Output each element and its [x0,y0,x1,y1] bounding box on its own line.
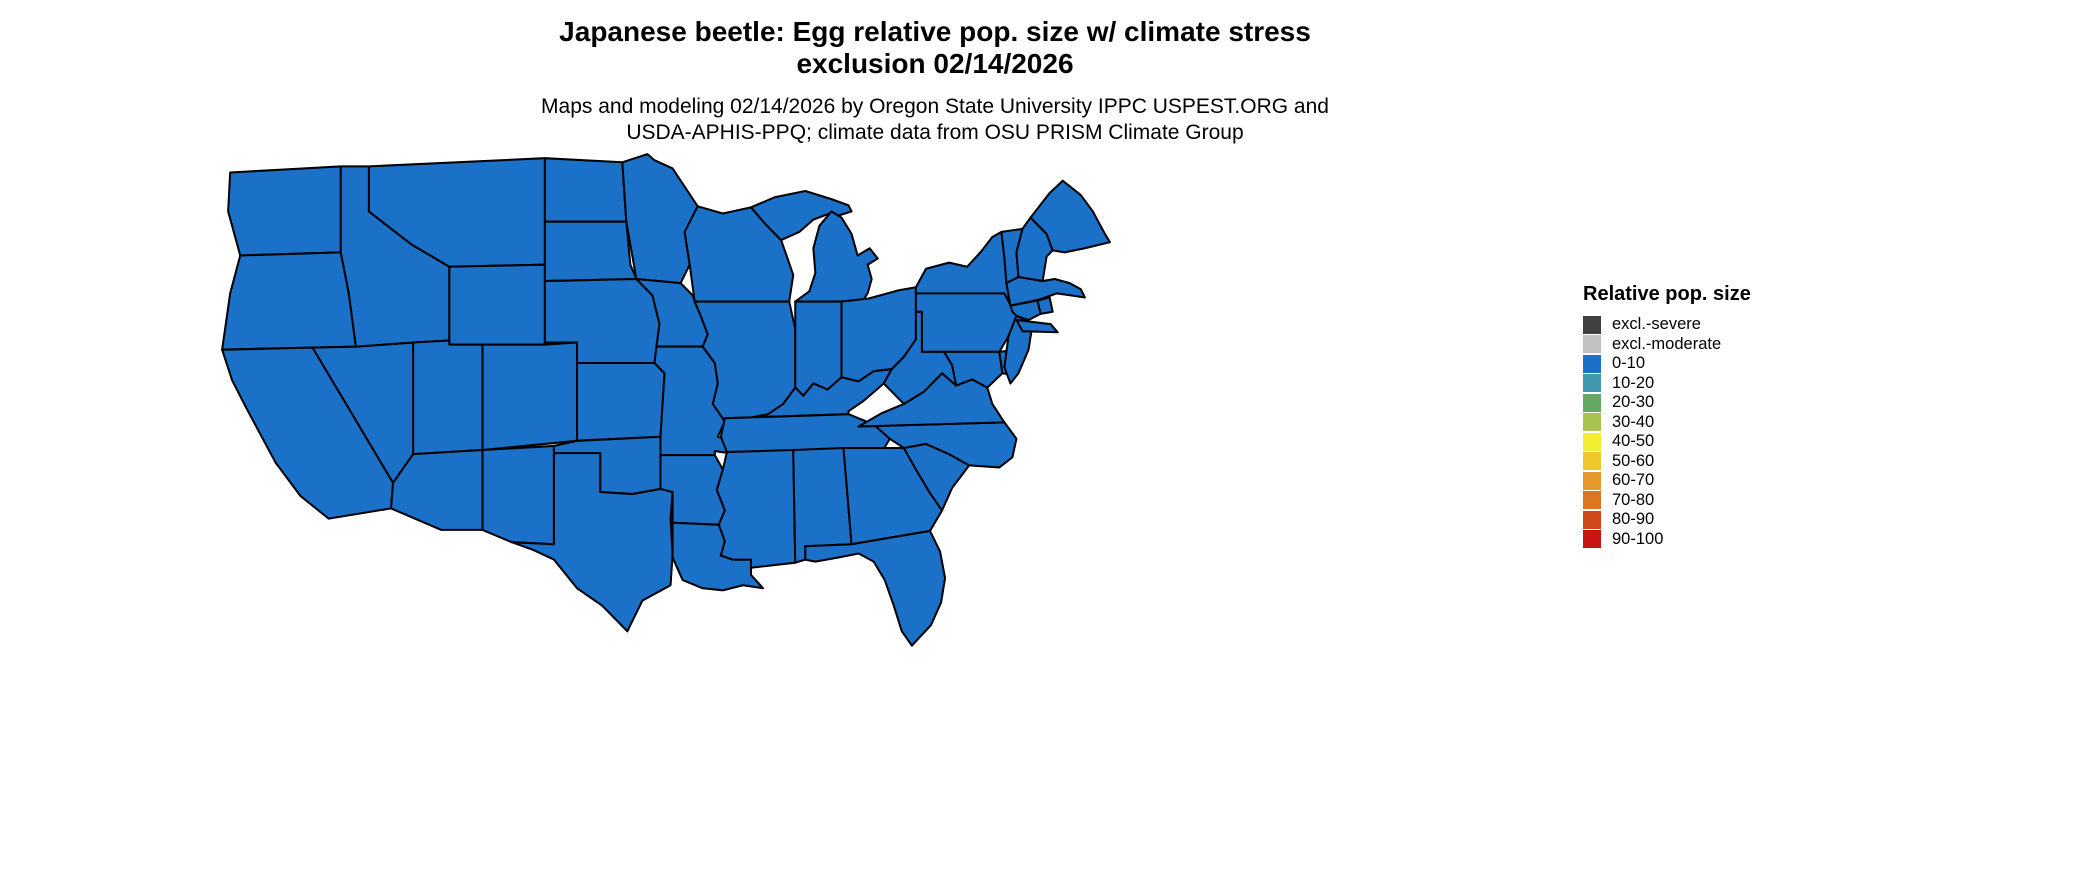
state-texas [510,452,674,633]
figure-header: Japanese beetle: Egg relative pop. size … [0,16,1870,145]
legend: Relative pop. size excl.-severe excl.-mo… [1583,283,1843,549]
state-michigan [794,210,879,303]
state-washington [227,165,342,257]
state-indiana [794,300,843,397]
state-rhode-island [1036,296,1054,315]
legend-label-excl-severe: excl.-severe [1612,315,1701,334]
legend-item-30-40: 30-40 [1583,413,1843,433]
state-new-york-long-island [1015,318,1059,334]
legend-item-10-20: 10-20 [1583,374,1843,394]
legend-swatch-30-40 [1583,413,1601,432]
state-kansas [576,361,666,442]
legend-swatch-50-60 [1583,452,1601,471]
legend-swatch-excl-moderate [1583,335,1601,354]
legend-item-20-30: 20-30 [1583,393,1843,413]
legend-label-70-80: 70-80 [1612,490,1655,509]
state-colorado [481,341,579,452]
legend-item-excl-severe: excl.-severe [1583,315,1843,335]
us-states-group [221,153,1111,647]
legend-item-40-50: 40-50 [1583,432,1843,452]
legend-swatch-90-100 [1583,530,1601,549]
state-north-dakota [543,157,628,223]
figure-subtitle-line1: Maps and modeling 02/14/2026 by Oregon S… [541,95,1329,119]
legend-item-70-80: 70-80 [1583,491,1843,511]
figure-subtitle: Maps and modeling 02/14/2026 by Oregon S… [0,94,1870,144]
legend-swatch-excl-severe [1583,315,1601,334]
legend-label-30-40: 30-40 [1612,412,1655,431]
state-tennessee [719,413,891,454]
legend-label-90-100: 90-100 [1612,529,1664,548]
legend-item-0-10: 0-10 [1583,354,1843,374]
legend-swatch-40-50 [1583,432,1601,451]
legend-swatch-60-70 [1583,471,1601,490]
legend-label-10-20: 10-20 [1612,373,1655,392]
legend-label-0-10: 0-10 [1612,354,1646,373]
state-florida [804,529,947,647]
figure-title-line2: exclusion 02/14/2026 [796,48,1074,80]
figure-subtitle-line2: USDA-APHIS-PPQ; climate data from OSU PR… [626,120,1244,144]
state-maine [1029,179,1111,254]
us-map [200,150,1115,662]
legend-swatch-0-10 [1583,354,1601,373]
us-map-svg [221,153,1111,647]
state-oregon [221,251,357,351]
state-utah [412,339,484,456]
state-minnesota [621,153,699,285]
legend-swatch-80-90 [1583,510,1601,529]
state-north-carolina [857,421,1018,469]
legend-label-50-60: 50-60 [1612,451,1655,470]
legend-swatch-20-30 [1583,393,1601,412]
legend-label-60-70: 60-70 [1612,471,1655,490]
legend-item-60-70: 60-70 [1583,471,1843,491]
legend-label-40-50: 40-50 [1612,432,1655,451]
state-south-dakota [543,220,638,283]
state-wyoming [448,263,546,346]
state-new-mexico [481,444,555,546]
legend-item-excl-moderate: excl.-moderate [1583,335,1843,355]
legend-label-20-30: 20-30 [1612,393,1655,412]
legend-label-80-90: 80-90 [1612,510,1655,529]
state-wisconsin [683,205,795,303]
legend-title: Relative pop. size [1583,283,1751,305]
legend-item-80-90: 80-90 [1583,510,1843,530]
legend-swatch-70-80 [1583,491,1601,510]
legend-item-50-60: 50-60 [1583,452,1843,472]
state-mississippi [715,449,797,569]
figure-title-line1: Japanese beetle: Egg relative pop. size … [559,16,1311,47]
state-pennsylvania [914,286,1018,353]
legend-swatch-10-20 [1583,374,1601,393]
state-kentucky [723,368,893,423]
legend-item-90-100: 90-100 [1583,530,1843,550]
legend-label-excl-moderate: excl.-moderate [1612,334,1722,353]
